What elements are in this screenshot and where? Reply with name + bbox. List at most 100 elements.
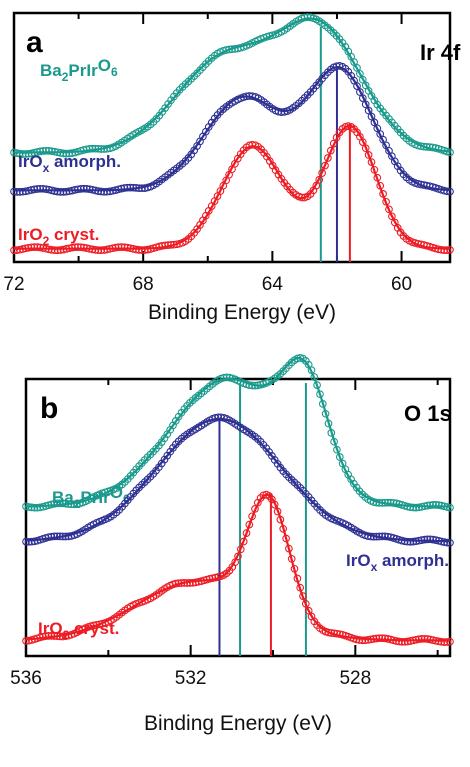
data-point <box>326 146 335 155</box>
data-point <box>375 499 384 507</box>
data-point <box>120 243 129 252</box>
data-point <box>312 181 321 190</box>
data-point <box>414 180 422 188</box>
data-point <box>91 246 100 254</box>
data-point <box>248 512 256 521</box>
data-point <box>358 636 367 645</box>
data-point <box>85 185 94 194</box>
data-point <box>417 536 426 544</box>
data-point <box>245 381 254 389</box>
data-point <box>10 148 18 157</box>
data-point <box>423 501 432 510</box>
data-point <box>92 620 101 629</box>
data-point <box>183 579 191 587</box>
data-point <box>13 188 21 196</box>
data-point <box>211 414 220 422</box>
data-point <box>367 158 376 166</box>
data-point <box>392 637 401 645</box>
data-point <box>242 92 251 101</box>
data-point <box>50 187 59 195</box>
data-point <box>443 638 452 646</box>
series-label: IrO2 cryst. <box>18 225 99 248</box>
series-teal <box>22 354 454 512</box>
data-point <box>71 243 79 252</box>
data-point <box>15 149 24 158</box>
data-point <box>59 188 68 196</box>
data-point <box>417 502 426 511</box>
data-point <box>369 635 378 643</box>
data-point <box>24 149 33 158</box>
plot-frame <box>12 11 452 264</box>
data-point <box>211 573 220 582</box>
data-point <box>88 144 97 153</box>
data-point <box>174 579 183 588</box>
data-point <box>398 637 406 646</box>
data-point <box>364 636 372 644</box>
data-point <box>358 138 367 146</box>
data-point <box>217 413 225 422</box>
data-point <box>373 173 382 182</box>
data-point <box>301 599 310 608</box>
data-point <box>103 245 111 254</box>
data-point <box>44 533 53 542</box>
x-tick-label: 68 <box>133 274 154 295</box>
data-point <box>27 537 36 546</box>
data-point <box>426 501 435 510</box>
data-point <box>24 537 33 546</box>
data-point <box>434 245 443 254</box>
data-point <box>446 637 454 646</box>
data-point <box>440 246 449 254</box>
data-point <box>22 502 30 511</box>
data-point <box>103 144 111 153</box>
data-point <box>434 501 443 509</box>
data-point <box>82 185 91 193</box>
data-point <box>120 184 129 192</box>
data-point <box>53 632 61 641</box>
data-point <box>370 165 379 174</box>
data-point <box>381 498 389 507</box>
data-point <box>79 184 88 193</box>
data-point <box>417 180 425 189</box>
data-point <box>330 629 338 638</box>
data-point <box>425 143 434 151</box>
data-point <box>372 498 381 507</box>
data-point <box>117 184 126 193</box>
x-tick-label: 72 <box>3 274 24 295</box>
data-point <box>39 184 47 193</box>
data-point <box>58 532 67 541</box>
data-point <box>61 499 70 508</box>
data-point <box>386 498 395 507</box>
data-point <box>58 632 67 641</box>
data-point <box>361 636 370 645</box>
data-point <box>50 499 59 508</box>
data-point <box>440 502 449 511</box>
data-point <box>10 187 18 196</box>
data-point <box>114 243 123 252</box>
data-point <box>68 149 76 157</box>
data-point <box>58 499 67 508</box>
data-point <box>53 499 61 508</box>
data-point <box>64 500 73 508</box>
data-point <box>42 185 50 194</box>
fit-line <box>14 17 451 154</box>
series-navy <box>10 62 454 196</box>
data-point <box>91 186 100 195</box>
data-point <box>222 373 231 382</box>
data-point <box>429 636 437 644</box>
data-point <box>167 241 175 249</box>
data-point <box>429 501 437 509</box>
data-point <box>414 141 422 150</box>
data-point <box>335 630 344 639</box>
data-point <box>417 240 425 249</box>
data-point <box>106 187 114 196</box>
data-point <box>36 184 45 193</box>
data-point <box>18 187 27 196</box>
data-point <box>406 537 415 546</box>
data-point <box>108 244 117 253</box>
data-point <box>420 634 429 643</box>
series-label: IrOx amorph. <box>346 551 449 574</box>
data-point <box>33 185 42 193</box>
data-point <box>245 520 254 529</box>
data-point <box>440 538 449 546</box>
data-point <box>432 636 440 645</box>
